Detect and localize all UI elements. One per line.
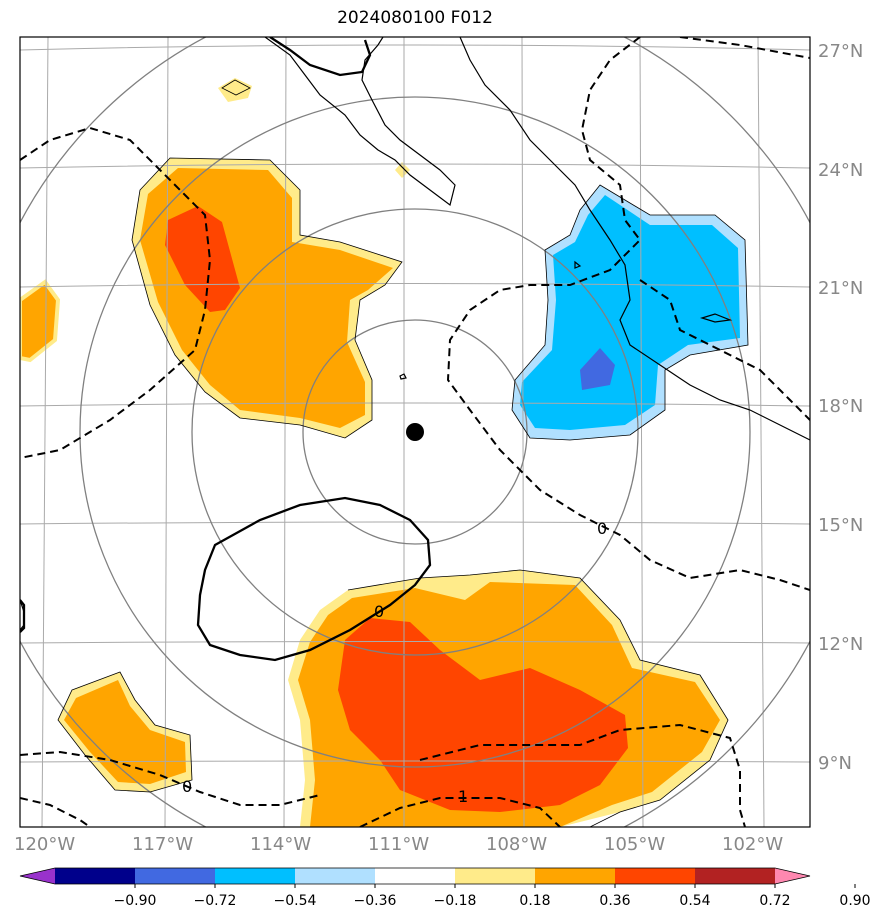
negative-anomaly-east [512, 185, 748, 440]
positive-anomaly-tiny-baja [395, 162, 410, 178]
colorbar-segment [215, 868, 296, 884]
top-solid-contour [269, 37, 372, 77]
west-edge-solid-contour [20, 599, 26, 633]
lon-label: 102°W [722, 834, 783, 855]
dashed-contours [20, 37, 810, 827]
anomaly-outline-contours [57, 79, 749, 827]
lat-label: 21°N [818, 278, 863, 299]
colorbar-outline [19, 867, 811, 885]
latitude-labels: 27°N 24°N 21°N 18°N 15°N 12°N 9°N [818, 41, 863, 774]
colorbar-tick-label: 0.90 [839, 893, 870, 909]
storm-center-marker [406, 423, 424, 441]
lon-label: 111°W [368, 834, 429, 855]
range-rings [20, 37, 810, 827]
graticule [20, 37, 810, 827]
contour-label-1: 1 [458, 787, 468, 806]
positive-anomaly-small-west [20, 279, 61, 363]
colorbar-segment [375, 868, 456, 884]
colorbar-segment [615, 868, 696, 884]
colorbar-tick-label: −0.54 [274, 893, 317, 909]
colorbar-tick-label: −0.90 [114, 893, 157, 909]
lon-label: 105°W [604, 834, 665, 855]
contour-label-0-mid: 0 [374, 602, 384, 621]
colorbar-tick-label: −0.72 [194, 893, 237, 909]
lon-label: 108°W [486, 834, 547, 855]
colorbar-segment [55, 868, 136, 884]
colorbar-tick-label: −0.36 [354, 893, 397, 909]
lat-label: 15°N [818, 515, 863, 536]
longitude-labels: 120°W 117°W 114°W 111°W 108°W 105°W 102°… [14, 834, 783, 855]
lat-label: 12°N [818, 634, 863, 655]
lon-label: 120°W [14, 834, 75, 855]
lat-label: 18°N [818, 396, 863, 417]
colorbar-extend-low [20, 868, 55, 884]
colorbar-segment [695, 868, 776, 884]
coastlines [20, 37, 810, 631]
colorbar-segment [295, 868, 376, 884]
map-title: 2024080100 F012 [337, 8, 493, 28]
lat-label: 24°N [818, 160, 863, 181]
colorbar-tick-label: 0.36 [599, 893, 630, 909]
positive-anomaly-small-north [218, 78, 252, 102]
lon-label: 114°W [250, 834, 311, 855]
positive-anomaly-southwest-core [64, 680, 186, 784]
colorbar-segment [535, 868, 616, 884]
colorbar: −0.90 −0.72 −0.54 −0.36 −0.18 0.18 0.36 0.54 0.7… [19, 867, 871, 909]
colorbar-segment [135, 868, 216, 884]
colorbar-extend-high [775, 868, 810, 884]
zero-solid-contour [196, 496, 432, 662]
contour-label-0-ne: 0 [597, 519, 607, 538]
colorbar-tick-label: 0.54 [679, 893, 710, 909]
colorbar-tick-label: 0.18 [519, 893, 550, 909]
lat-label: 9°N [818, 753, 852, 774]
colorbar-tick-label: −0.18 [434, 893, 477, 909]
map-frame [19, 36, 811, 828]
lat-label: 27°N [818, 41, 863, 62]
colorbar-segment [455, 868, 536, 884]
colorbar-tick-label: 0.72 [759, 893, 790, 909]
contour-label-0-sw: 0 [182, 777, 192, 796]
lon-label: 117°W [132, 834, 193, 855]
